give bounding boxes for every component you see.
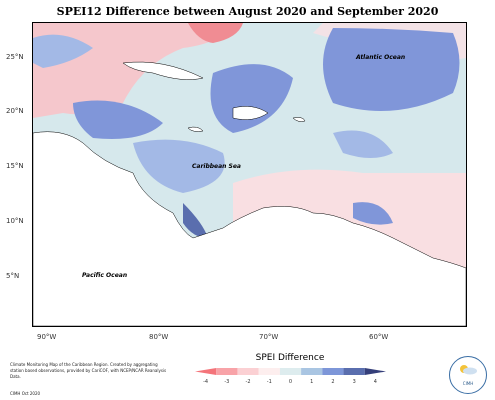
colorbar-cell xyxy=(322,368,344,375)
colorbar-tick-label: 1 xyxy=(310,379,313,385)
colorbar: -4 -3 -2 -1 0 1 2 3 4 xyxy=(195,368,386,385)
anomaly-wet-gulf xyxy=(33,34,93,68)
colorbar-cell xyxy=(279,368,302,375)
land-outlines xyxy=(33,61,466,326)
anomaly-wet-caribbean xyxy=(133,139,225,193)
credits-text: Climate Monitoring Map of the Caribbean … xyxy=(10,362,167,379)
caribbean-sea-label: Caribbean Sea xyxy=(192,163,241,170)
jamaica xyxy=(187,126,204,132)
anomaly-wet-trinidad xyxy=(353,202,393,225)
map-title: SPEI12 Difference between August 2020 an… xyxy=(56,5,439,18)
colorbar-tick-label: 3 xyxy=(353,379,356,385)
lon-label: 90°W xyxy=(37,333,57,341)
cimh-logo: CIMH xyxy=(449,356,487,394)
anomaly-wet-antilles xyxy=(333,130,393,158)
lon-label: 60°W xyxy=(369,333,389,341)
lat-label: 10°N xyxy=(6,217,24,225)
spei-map xyxy=(33,23,466,326)
legend-title: SPEI Difference xyxy=(255,353,325,363)
lon-label: 70°W xyxy=(259,333,279,341)
sun-cloud-icon xyxy=(460,365,477,375)
colorbar-tick-label: 4 xyxy=(374,379,377,385)
hispaniola xyxy=(232,106,269,120)
colorbar-cell xyxy=(258,368,280,375)
colorbar-cell xyxy=(237,368,259,375)
anomaly-wet-yucatan xyxy=(73,100,163,139)
colorbar-tick-label: -1 xyxy=(267,379,272,385)
lat-label: 25°N xyxy=(6,53,24,61)
pacific-ocean-label: Pacific Ocean xyxy=(82,272,128,279)
lon-label: 80°W xyxy=(149,333,169,341)
colorbar-tick-label: -3 xyxy=(224,379,229,385)
anomaly-wet-atlantic xyxy=(323,28,460,111)
cuba xyxy=(122,61,204,80)
date-text: CIMH Oct 2020 xyxy=(10,391,41,396)
colorbar-cell xyxy=(301,368,323,375)
anomaly-strong-dry-north xyxy=(188,23,243,43)
anomaly-strong-wet-central xyxy=(183,203,208,238)
lat-label: 20°N xyxy=(6,107,24,115)
colorbar-tick-label: -2 xyxy=(246,379,251,385)
colorbar-cell xyxy=(364,368,386,375)
colorbar-tick-label: 0 xyxy=(289,379,292,385)
colorbar-cell xyxy=(216,368,238,375)
lat-label: 15°N xyxy=(6,162,24,170)
map-panel xyxy=(32,22,467,327)
mainland xyxy=(33,131,466,326)
lat-label: 5°N xyxy=(6,272,20,280)
colorbar-tick-label: 2 xyxy=(331,379,334,385)
atlantic-ocean-label: Atlantic Ocean xyxy=(356,54,406,61)
colorbar-cell xyxy=(195,368,217,375)
colorbar-tick-label: -4 xyxy=(203,379,208,385)
colorbar-cell xyxy=(343,368,365,375)
anomaly-wet-hispaniola xyxy=(210,64,293,133)
puerto-rico xyxy=(292,117,306,122)
logo-text: CIMH xyxy=(462,381,474,386)
